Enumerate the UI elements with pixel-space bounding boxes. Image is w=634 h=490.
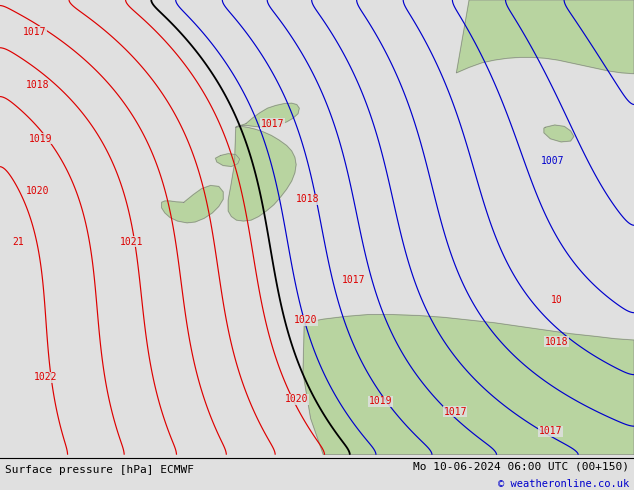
Text: 10: 10: [551, 295, 562, 305]
Text: 1022: 1022: [34, 372, 58, 382]
Text: 1019: 1019: [368, 396, 392, 406]
Text: 21: 21: [12, 237, 23, 247]
Text: 1017: 1017: [23, 27, 47, 37]
Text: 1021: 1021: [120, 237, 144, 247]
Text: 1007: 1007: [541, 156, 565, 167]
Polygon shape: [303, 315, 634, 455]
Polygon shape: [544, 125, 574, 142]
Text: 1018: 1018: [26, 80, 50, 91]
Polygon shape: [216, 154, 240, 167]
Text: © weatheronline.co.uk: © weatheronline.co.uk: [498, 479, 629, 489]
Text: Surface pressure [hPa] ECMWF: Surface pressure [hPa] ECMWF: [5, 465, 194, 474]
Text: 1017: 1017: [538, 426, 562, 436]
Text: 1017: 1017: [261, 119, 285, 129]
Text: 1019: 1019: [29, 134, 53, 144]
Text: 1018: 1018: [545, 337, 569, 347]
Text: 1018: 1018: [295, 194, 320, 204]
Text: 1020: 1020: [294, 315, 318, 325]
Text: 1020: 1020: [26, 186, 50, 196]
Text: 1020: 1020: [285, 394, 309, 404]
Polygon shape: [236, 103, 299, 127]
Polygon shape: [456, 0, 634, 74]
Text: Mo 10-06-2024 06:00 UTC (00+150): Mo 10-06-2024 06:00 UTC (00+150): [413, 461, 629, 471]
Text: 1017: 1017: [342, 275, 366, 285]
Polygon shape: [162, 186, 223, 223]
Text: 1017: 1017: [443, 407, 467, 416]
Polygon shape: [228, 126, 296, 221]
